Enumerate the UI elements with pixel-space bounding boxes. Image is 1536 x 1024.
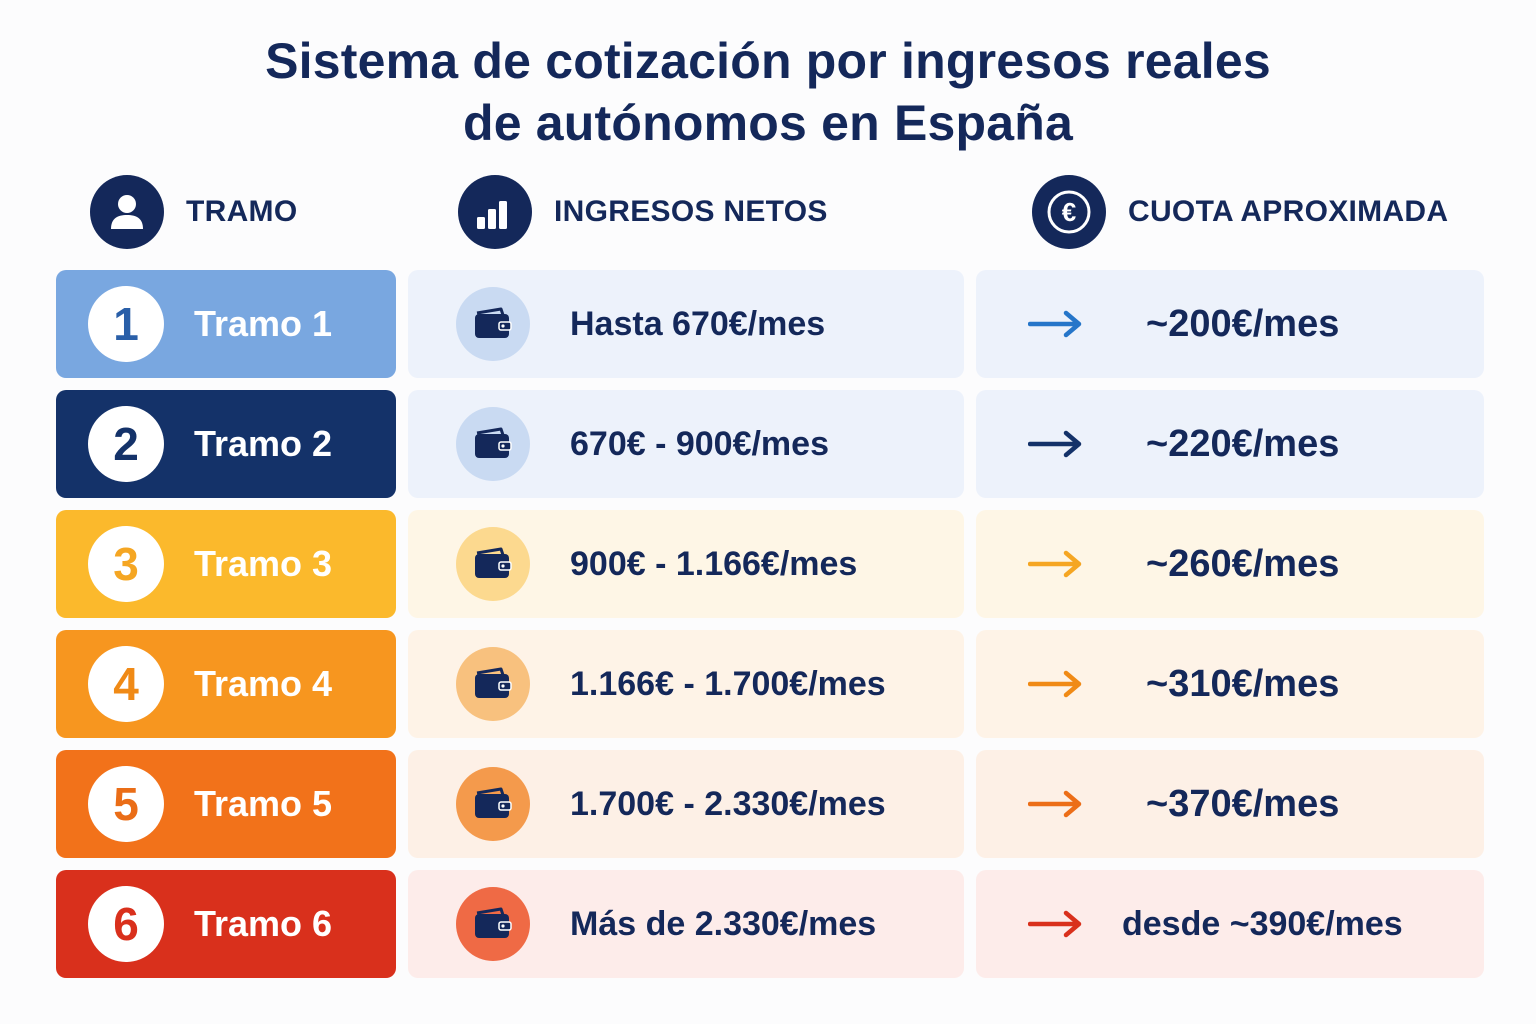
cuota-value: desde ~390€/mes [1122, 904, 1403, 943]
tramo-badge: 1 Tramo 1 [56, 270, 396, 378]
arrow-right-icon [1028, 550, 1082, 578]
cuota-cell: ~200€/mes [976, 270, 1484, 378]
tramo-badge: 6 Tramo 6 [56, 870, 396, 978]
income-cell: 670€ - 900€/mes [408, 390, 964, 498]
table-row-5: 5 Tramo 5 1.700€ - 2.330€/mes ~370€/mes [56, 750, 1484, 858]
arrow-right-icon [1028, 910, 1082, 938]
header-ingresos: INGRESOS NETOS [458, 175, 828, 249]
header-tramo-label: TRAMO [186, 195, 298, 228]
tramo-number: 3 [88, 526, 164, 602]
tramo-label: Tramo 3 [194, 543, 333, 584]
tramo-label: Tramo 5 [194, 783, 333, 824]
wallet-icon [456, 527, 530, 601]
table-row-3: 3 Tramo 3 900€ - 1.166€/mes ~260€/mes [56, 510, 1484, 618]
table-row-1: 1 Tramo 1 Hasta 670€/mes ~200€/mes [56, 270, 1484, 378]
tramo-number: 1 [88, 286, 164, 362]
tramo-number: 4 [88, 646, 164, 722]
cuota-value: ~260€/mes [1146, 542, 1340, 585]
tramo-number: 6 [88, 886, 164, 962]
income-range: 1.700€ - 2.330€/mes [570, 784, 886, 823]
cuota-value: ~370€/mes [1146, 782, 1340, 825]
wallet-icon [456, 647, 530, 721]
tramo-number: 2 [88, 406, 164, 482]
cuota-cell: ~370€/mes [976, 750, 1484, 858]
income-cell: 1.166€ - 1.700€/mes [408, 630, 964, 738]
arrow-right-icon [1028, 790, 1082, 818]
arrow-right-icon [1028, 430, 1082, 458]
income-cell: Más de 2.330€/mes [408, 870, 964, 978]
tramo-number: 5 [88, 766, 164, 842]
table-row-4: 4 Tramo 4 1.166€ - 1.700€/mes ~310€/mes [56, 630, 1484, 738]
euro-icon: € [1032, 175, 1106, 249]
bar-chart-icon [458, 175, 532, 249]
tramo-badge: 2 Tramo 2 [56, 390, 396, 498]
table-row-2: 2 Tramo 2 670€ - 900€/mes ~220€/mes [56, 390, 1484, 498]
income-range: Hasta 670€/mes [570, 304, 826, 343]
cuota-cell: ~260€/mes [976, 510, 1484, 618]
income-range: 900€ - 1.166€/mes [570, 544, 858, 583]
header-tramo: TRAMO [90, 175, 298, 249]
page-title: Sistema de cotización por ingresos reale… [0, 30, 1536, 154]
svg-text:€: € [1062, 197, 1076, 227]
tramo-label: Tramo 4 [194, 663, 333, 704]
income-cell: 900€ - 1.166€/mes [408, 510, 964, 618]
wallet-icon [456, 887, 530, 961]
wallet-icon [456, 767, 530, 841]
header-cuota: € CUOTA APROXIMADA [1032, 175, 1449, 249]
arrow-right-icon [1028, 670, 1082, 698]
cuota-cell: ~310€/mes [976, 630, 1484, 738]
user-icon [90, 175, 164, 249]
income-range: Más de 2.330€/mes [570, 904, 877, 943]
arrow-right-icon [1028, 310, 1082, 338]
cuota-value: ~220€/mes [1146, 422, 1340, 465]
title-line-1: Sistema de cotización por ingresos reale… [265, 33, 1271, 89]
tramo-label: Tramo 1 [194, 303, 333, 344]
cuota-value: ~200€/mes [1146, 302, 1340, 345]
tramo-badge: 3 Tramo 3 [56, 510, 396, 618]
tramo-badge: 4 Tramo 4 [56, 630, 396, 738]
income-range: 1.166€ - 1.700€/mes [570, 664, 886, 703]
tramo-label: Tramo 2 [194, 423, 333, 464]
header-cuota-label: CUOTA APROXIMADA [1128, 195, 1449, 228]
cuota-cell: ~220€/mes [976, 390, 1484, 498]
tramo-label: Tramo 6 [194, 903, 333, 944]
table-row-6: 6 Tramo 6 Más de 2.330€/mes desde ~390€/… [56, 870, 1484, 978]
wallet-icon [456, 287, 530, 361]
income-cell: 1.700€ - 2.330€/mes [408, 750, 964, 858]
income-cell: Hasta 670€/mes [408, 270, 964, 378]
cuota-cell: desde ~390€/mes [976, 870, 1484, 978]
title-line-2: de autónomos en España [462, 95, 1074, 151]
header-ingresos-label: INGRESOS NETOS [554, 195, 828, 228]
tramo-badge: 5 Tramo 5 [56, 750, 396, 858]
cuota-value: ~310€/mes [1146, 662, 1340, 705]
wallet-icon [456, 407, 530, 481]
income-range: 670€ - 900€/mes [570, 424, 829, 463]
